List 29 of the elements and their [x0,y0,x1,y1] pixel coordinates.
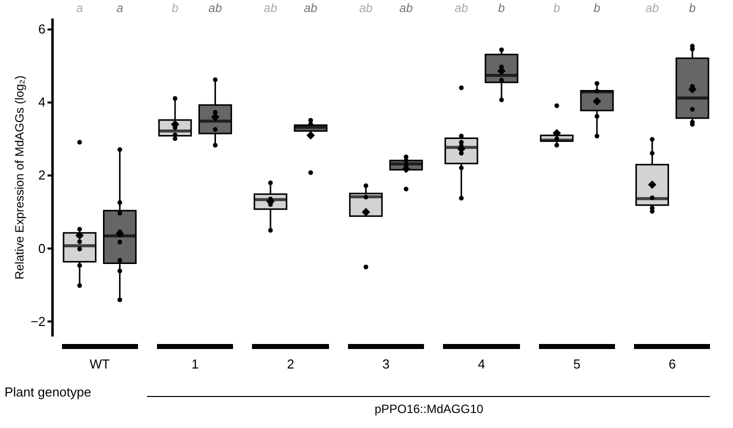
text: ab [399,1,414,15]
x-tick-label: 3 [382,356,390,372]
text: ab [304,1,318,15]
text: ab [208,1,222,15]
x-tick-label: WT [90,356,110,372]
x-tick-label: 1 [192,356,199,372]
text: pPPO16::MdAGG10 [374,402,484,416]
text: ab [646,1,660,15]
text: b [172,1,179,15]
text: b [594,1,601,15]
x-axis-title: Plant genotype [4,384,92,400]
text: b [498,1,506,15]
text: a [116,1,124,15]
text: b [689,1,696,15]
text: ab [454,1,468,15]
y-tick-label: −2 [30,314,46,329]
x-tick-label: 2 [286,356,294,372]
y-tick-label: 2 [38,168,46,183]
text: a [76,1,84,15]
x-tick-label: 5 [573,356,580,372]
y-axis-title: Relative Expression of MdAGGs (log₂) [12,75,27,280]
x-tick-label: 6 [668,356,676,372]
text: ab [359,1,373,15]
y-tick-label: 4 [38,94,46,110]
y-tick-label: 6 [38,21,46,36]
text: ab [264,1,278,15]
x-tick-label: 4 [478,356,486,372]
text: b [553,1,560,15]
y-tick-label: 0 [38,240,46,256]
